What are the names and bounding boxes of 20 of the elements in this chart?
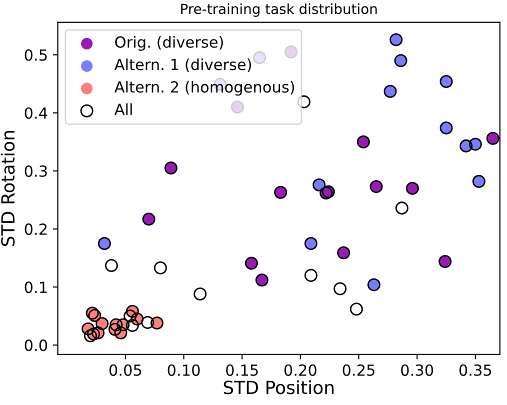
x-tick-label: 0.10 [168, 364, 200, 376]
x-tick-label: 0.05 [109, 364, 142, 376]
legend-label: Orig. (diverse) [115, 36, 223, 51]
legend-label: Altern. 1 (diverse) [114, 58, 252, 72]
y-tick-label: 0.0 [24, 340, 48, 352]
x-tick-label: 0.25 [342, 364, 374, 376]
x-axis-title: STD Position [224, 380, 334, 394]
x-tick-label: 0.15 [226, 364, 258, 376]
y-tick-label: 0.4 [24, 107, 48, 119]
y-tick-label: 0.3 [24, 165, 47, 177]
y-tick-label: 0.2 [24, 223, 47, 235]
y-tick-label: 0.5 [24, 49, 47, 61]
x-tick-label: 0.20 [284, 364, 316, 376]
chart-title: Pre-training task distribution [181, 3, 377, 17]
x-tick-label: 0.35 [459, 364, 492, 376]
legend-label: Altern. 2 (homogenous) [114, 80, 294, 96]
y-axis-title: STD Rotation [0, 131, 15, 246]
y-tick-label: 0.1 [24, 281, 47, 294]
legend-label: All [114, 103, 132, 115]
x-tick-label: 0.30 [401, 364, 434, 376]
